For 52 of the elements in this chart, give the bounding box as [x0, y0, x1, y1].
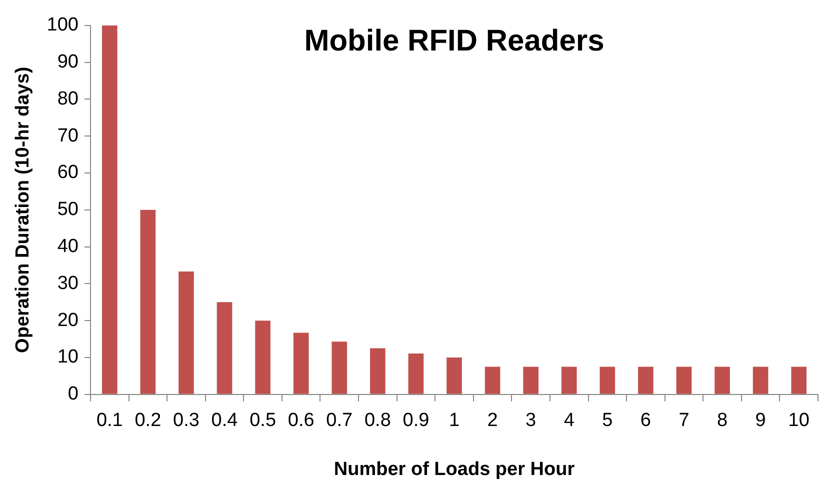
x-tick-label: 0.2 [134, 410, 162, 432]
x-tick-label: 0.7 [326, 410, 353, 432]
bar [216, 302, 232, 394]
x-tick-label: 6 [640, 410, 651, 432]
bar [140, 210, 156, 394]
x-tick-label: 0.3 [173, 410, 200, 432]
y-tick-label: 30 [57, 272, 78, 294]
bar [178, 272, 194, 394]
bar [255, 320, 270, 394]
y-tick-label: 70 [57, 125, 78, 146]
x-tick-label: 0.9 [402, 410, 430, 432]
y-tick-label: 0 [68, 384, 78, 405]
x-tick-label: 9 [755, 410, 766, 432]
y-tick-label: 90 [57, 52, 78, 73]
x-tick-label: 1 [448, 410, 460, 432]
bar [370, 348, 386, 394]
x-tick-label: 2 [487, 410, 498, 432]
y-tick-label: 20 [57, 310, 78, 331]
x-axis-title: Number of Loads per Hour [334, 458, 576, 480]
bar [638, 366, 654, 394]
bar [676, 366, 692, 394]
bar [523, 366, 538, 394]
x-tick-label: 10 [788, 410, 810, 432]
bar [102, 25, 118, 394]
x-tick-label: 3 [526, 410, 536, 432]
x-tick-label: 0.6 [288, 410, 314, 432]
y-tick-label: 40 [57, 236, 78, 258]
bar [408, 353, 424, 394]
bar [714, 366, 730, 394]
x-tick-label: 4 [564, 410, 575, 432]
y-axis-title: Operation Duration (10-hr days) [12, 66, 34, 353]
y-tick-label: 80 [57, 88, 78, 110]
bar [791, 366, 807, 394]
bar [561, 366, 577, 394]
y-tick-label: 60 [57, 162, 78, 184]
chart-title: Mobile RFID Readers [304, 24, 604, 58]
x-tick-label: 0.1 [96, 410, 123, 432]
bar [752, 366, 768, 394]
y-tick-label: 10 [57, 346, 78, 368]
bar [446, 358, 462, 394]
bar [600, 366, 616, 394]
x-tick-label: 0.5 [250, 410, 276, 432]
x-tick-label: 8 [716, 410, 728, 432]
bar [332, 342, 348, 394]
bar [484, 366, 500, 394]
bar [293, 332, 309, 394]
x-tick-label: 0.4 [211, 410, 238, 432]
y-tick-label: 100 [46, 14, 78, 36]
x-tick-label: 0.8 [364, 410, 391, 432]
y-tick-label: 50 [57, 199, 78, 220]
x-tick-label: 5 [602, 410, 613, 432]
x-tick-label: 7 [678, 410, 690, 432]
